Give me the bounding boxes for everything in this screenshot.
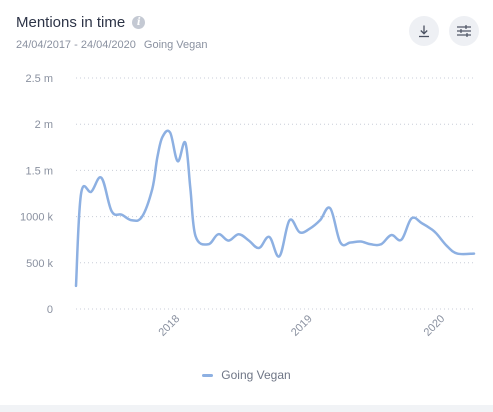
legend-label: Going Vegan [221,368,291,382]
chart-title: Mentions in time [16,14,126,31]
x-tick-label: 2020 [422,313,448,339]
grid-lines [76,77,474,310]
y-tick-label: 2.5 m [25,73,53,85]
bottom-strip [0,405,493,412]
line-chart: 0 500 k 1000 k 1.5 m 2 m 2.5 m 2018 2019 2020 [20,73,476,339]
y-tick-label: 0 [47,304,53,316]
x-tick-label: 2018 [156,313,182,339]
info-icon[interactable]: i [132,16,146,29]
chart-subtitle: 24/04/2017 - 24/04/2020 Going Vegan [16,39,208,51]
date-range: 24/04/2017 - 24/04/2020 [16,39,136,51]
series-lines [74,129,476,288]
y-tick-label: 2 m [35,119,53,131]
x-axis-ticks: 2018 2019 2020 [156,313,447,339]
download-button[interactable] [409,16,439,46]
chart-legend[interactable]: Going Vegan [0,368,493,382]
download-icon [419,25,429,38]
legend-swatch [202,373,214,377]
y-tick-label: 1.5 m [25,165,53,177]
sliders-icon [457,25,471,37]
title-row: Mentions in time i [16,14,146,31]
x-tick-label: 2019 [289,313,315,339]
y-axis-ticks: 0 500 k 1000 k 1.5 m 2 m 2.5 m [20,73,54,316]
y-tick-label: 500 k [26,258,53,270]
settings-button[interactable] [449,16,479,46]
project-name: Going Vegan [143,39,208,51]
y-tick-label: 1000 k [20,212,54,224]
series-line-going-vegan[interactable] [74,129,476,288]
